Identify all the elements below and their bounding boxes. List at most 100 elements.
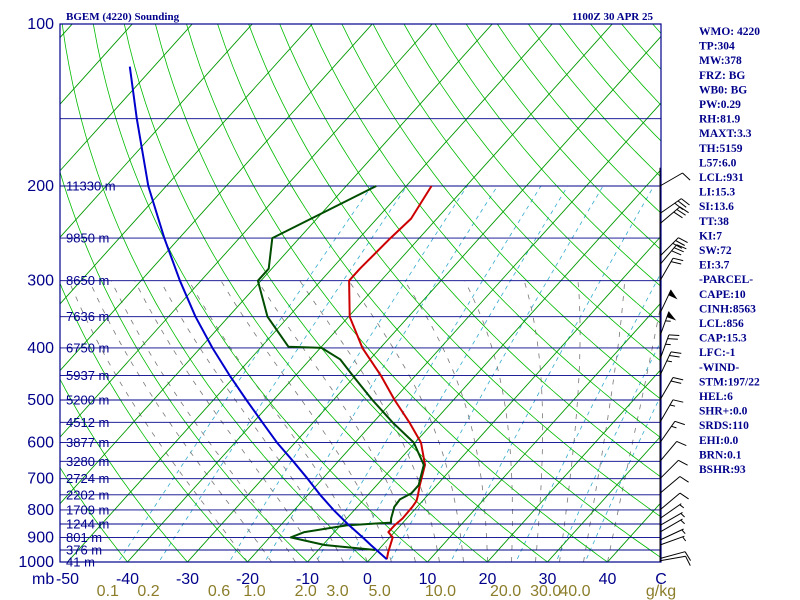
wind-barb [659, 377, 684, 401]
isotherm-line [546, 435, 661, 562]
dry-adiabat-line [60, 282, 249, 562]
temperature-tick-label: -10 [296, 571, 319, 588]
mixing-ratio-tick-label: 2.0 [295, 583, 317, 600]
mixing-ratio-tick-label: 40.0 [559, 583, 590, 600]
mixing-ratio-tick-label: 10.0 [425, 583, 456, 600]
temperature-tick-label: -40 [116, 571, 139, 588]
moist-adiabat-line [348, 280, 464, 562]
height-label: 3280 m [66, 454, 109, 469]
sounding-time: 1100Z 30 APR 25 [572, 11, 653, 23]
index-line: SHR+:0.0 [699, 406, 748, 418]
height-label: 2724 m [66, 471, 109, 486]
index-line: EI:3.7 [699, 260, 730, 272]
wind-barb [659, 237, 688, 257]
isotherms [60, 24, 661, 562]
isotherm-line [60, 24, 493, 505]
isotherm-line [486, 368, 661, 562]
wind-barb [659, 528, 686, 541]
mixing-ratio-line [347, 185, 569, 562]
index-line: FRZ: BG [699, 70, 745, 82]
wind-barb [659, 399, 684, 423]
temperature-profile [348, 185, 433, 560]
wind-barb [659, 289, 678, 314]
mixing-ratio-line [264, 185, 498, 562]
height-label: 801 m [66, 530, 102, 545]
pressure-tick-label: 1000 [18, 554, 54, 571]
moist-adiabat-line [68, 280, 248, 562]
index-line: LI:15.3 [699, 187, 735, 199]
mixing-ratio-line [315, 185, 542, 562]
index-line: CINH:8563 [699, 303, 756, 315]
index-line: CAPE:10 [699, 289, 746, 301]
wind-barb [659, 172, 691, 187]
moist-adiabat-line [583, 280, 626, 562]
temperature-tick-label: -50 [56, 571, 79, 588]
index-line: LCL:856 [699, 318, 744, 330]
mixing-ratio-tick-label: 0.2 [137, 583, 159, 600]
pressure-axis: 100 200 300 400 500 600 700 800 900 1000 [18, 16, 54, 571]
wind-barb [659, 244, 687, 265]
wind-barb [659, 257, 684, 281]
index-line: BSHR:93 [699, 464, 746, 476]
temperature-tick-label: 40 [599, 571, 617, 588]
isotherm-line [66, 24, 553, 562]
wind-barb [659, 440, 687, 462]
pressure-tick-label: 700 [27, 471, 54, 488]
index-line: -PARCEL- [699, 274, 753, 286]
moist-adiabat-line [188, 280, 368, 562]
plot-background [60, 24, 661, 562]
index-line: SI:13.6 [699, 201, 734, 213]
wind-barb [659, 198, 690, 214]
mixing-ratio-line [450, 185, 655, 562]
mixing-ratio-tick-label: 0.6 [208, 583, 230, 600]
index-line: KI:7 [699, 230, 722, 242]
index-line: WB0: BG [699, 84, 747, 96]
height-label: 8650 m [66, 273, 109, 288]
moist-adiabat-line [559, 280, 581, 562]
isotherm-line [306, 168, 661, 562]
index-line: SW:72 [699, 245, 732, 257]
pressure-tick-label: 500 [27, 392, 54, 409]
wind-barb [659, 518, 685, 533]
height-label: 6750 m [66, 340, 109, 355]
height-label: 1244 m [66, 517, 109, 532]
height-label: 4512 m [66, 415, 109, 430]
height-label: 2202 m [66, 487, 109, 502]
mixing-ratio-tick-label: 3.0 [326, 583, 348, 600]
pressure-tick-label: 800 [27, 502, 54, 519]
pressure-tick-label: 200 [27, 178, 54, 195]
temperature-axis-label: mb [32, 571, 54, 588]
indices-panel: WMO: 4220 TP:304 MW:378 FRZ: BG WB0: BG PW:0.… [699, 26, 760, 476]
mixing-ratio-axis: 0.1 0.2 0.6 1.0 2.0 3.0 5.0 10.0 20.0 30.040.0 g/k… [97, 583, 676, 600]
index-line: MAXT:3.3 [699, 128, 752, 140]
temperature-tick-label: 30 [539, 571, 557, 588]
isotherm-line [126, 24, 613, 562]
wind-barb [659, 351, 682, 376]
isotherm-line [246, 102, 661, 562]
height-label: 1709 m [66, 502, 109, 517]
index-line: -WIND- [699, 362, 739, 374]
index-line: BRN:0.1 [699, 449, 742, 461]
mixing-ratio-tick-label: 5.0 [368, 583, 390, 600]
wind-barb [659, 555, 691, 566]
index-line: L57:6.0 [699, 157, 737, 169]
pressure-tick-label: 400 [27, 340, 54, 357]
height-label: 376 m [66, 543, 102, 558]
index-line: PW:0.29 [699, 99, 741, 111]
mixing-ratio-tick-label: 0.1 [97, 583, 119, 600]
isobars [60, 118, 661, 563]
mixing-ratio-lines [117, 185, 661, 562]
dry-adiabat-line [60, 466, 129, 562]
wind-barb [659, 511, 685, 526]
temperature-tick-label: 20 [479, 571, 497, 588]
mixing-ratio-tick-label: 30.0 [530, 583, 561, 600]
height-label: 7636 m [66, 309, 109, 324]
height-label: 3877 m [66, 435, 109, 450]
wind-barb [659, 311, 677, 337]
pressure-tick-label: 300 [27, 273, 54, 290]
pressure-tick-label: 900 [27, 529, 54, 546]
wind-barb [659, 503, 685, 519]
height-labels: 11330 m 9850 m 8650 m 7636 m 6750 m 5937 m 520… [66, 179, 116, 570]
wind-barb [659, 551, 692, 561]
wind-barb [659, 334, 680, 360]
